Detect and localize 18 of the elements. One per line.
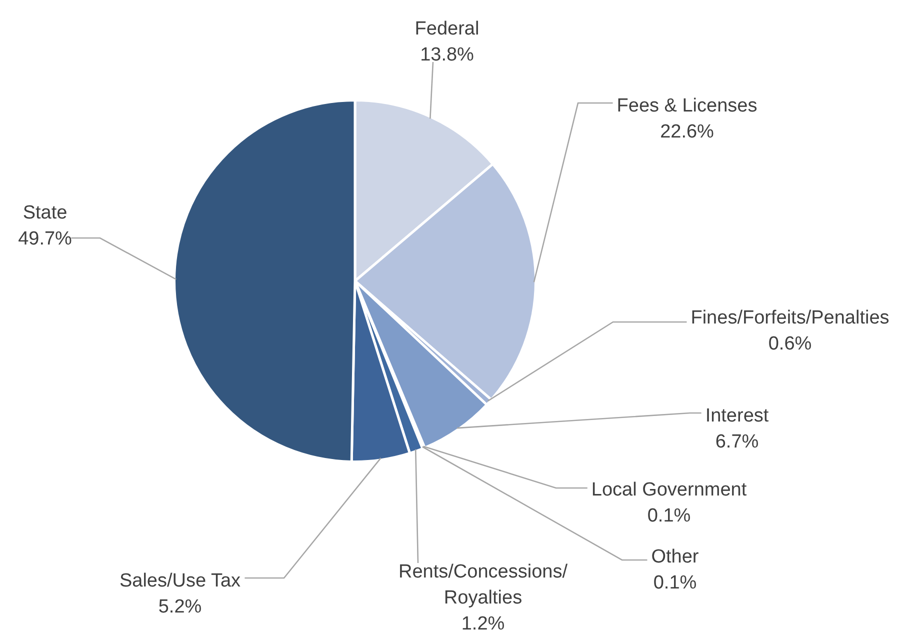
data-label: 22.6% (660, 122, 714, 143)
data-label: 49.7% (18, 228, 72, 250)
slice-label: Other (651, 546, 700, 568)
slice-label: Federal (414, 18, 480, 40)
slice-label: Rents/Concessions/Royalties (398, 562, 568, 609)
data-label: 6.7% (715, 432, 759, 453)
slice-label: State (22, 202, 68, 224)
data-label: 0.1% (653, 572, 697, 594)
data-label: 0.1% (647, 506, 691, 527)
slice-label: Fines/Forfeits/Penalties (690, 308, 890, 329)
data-label: 13.8% (420, 44, 474, 66)
data-label: 1.2% (461, 614, 505, 635)
slice-label: Local Government (591, 480, 748, 501)
slice-label: Fees & Licenses (616, 96, 758, 117)
data-label: 0.6% (768, 334, 812, 355)
data-label: 5.2% (158, 596, 202, 618)
slice-label: Sales/Use Tax (119, 570, 242, 592)
slice-label: Interest (705, 406, 770, 427)
